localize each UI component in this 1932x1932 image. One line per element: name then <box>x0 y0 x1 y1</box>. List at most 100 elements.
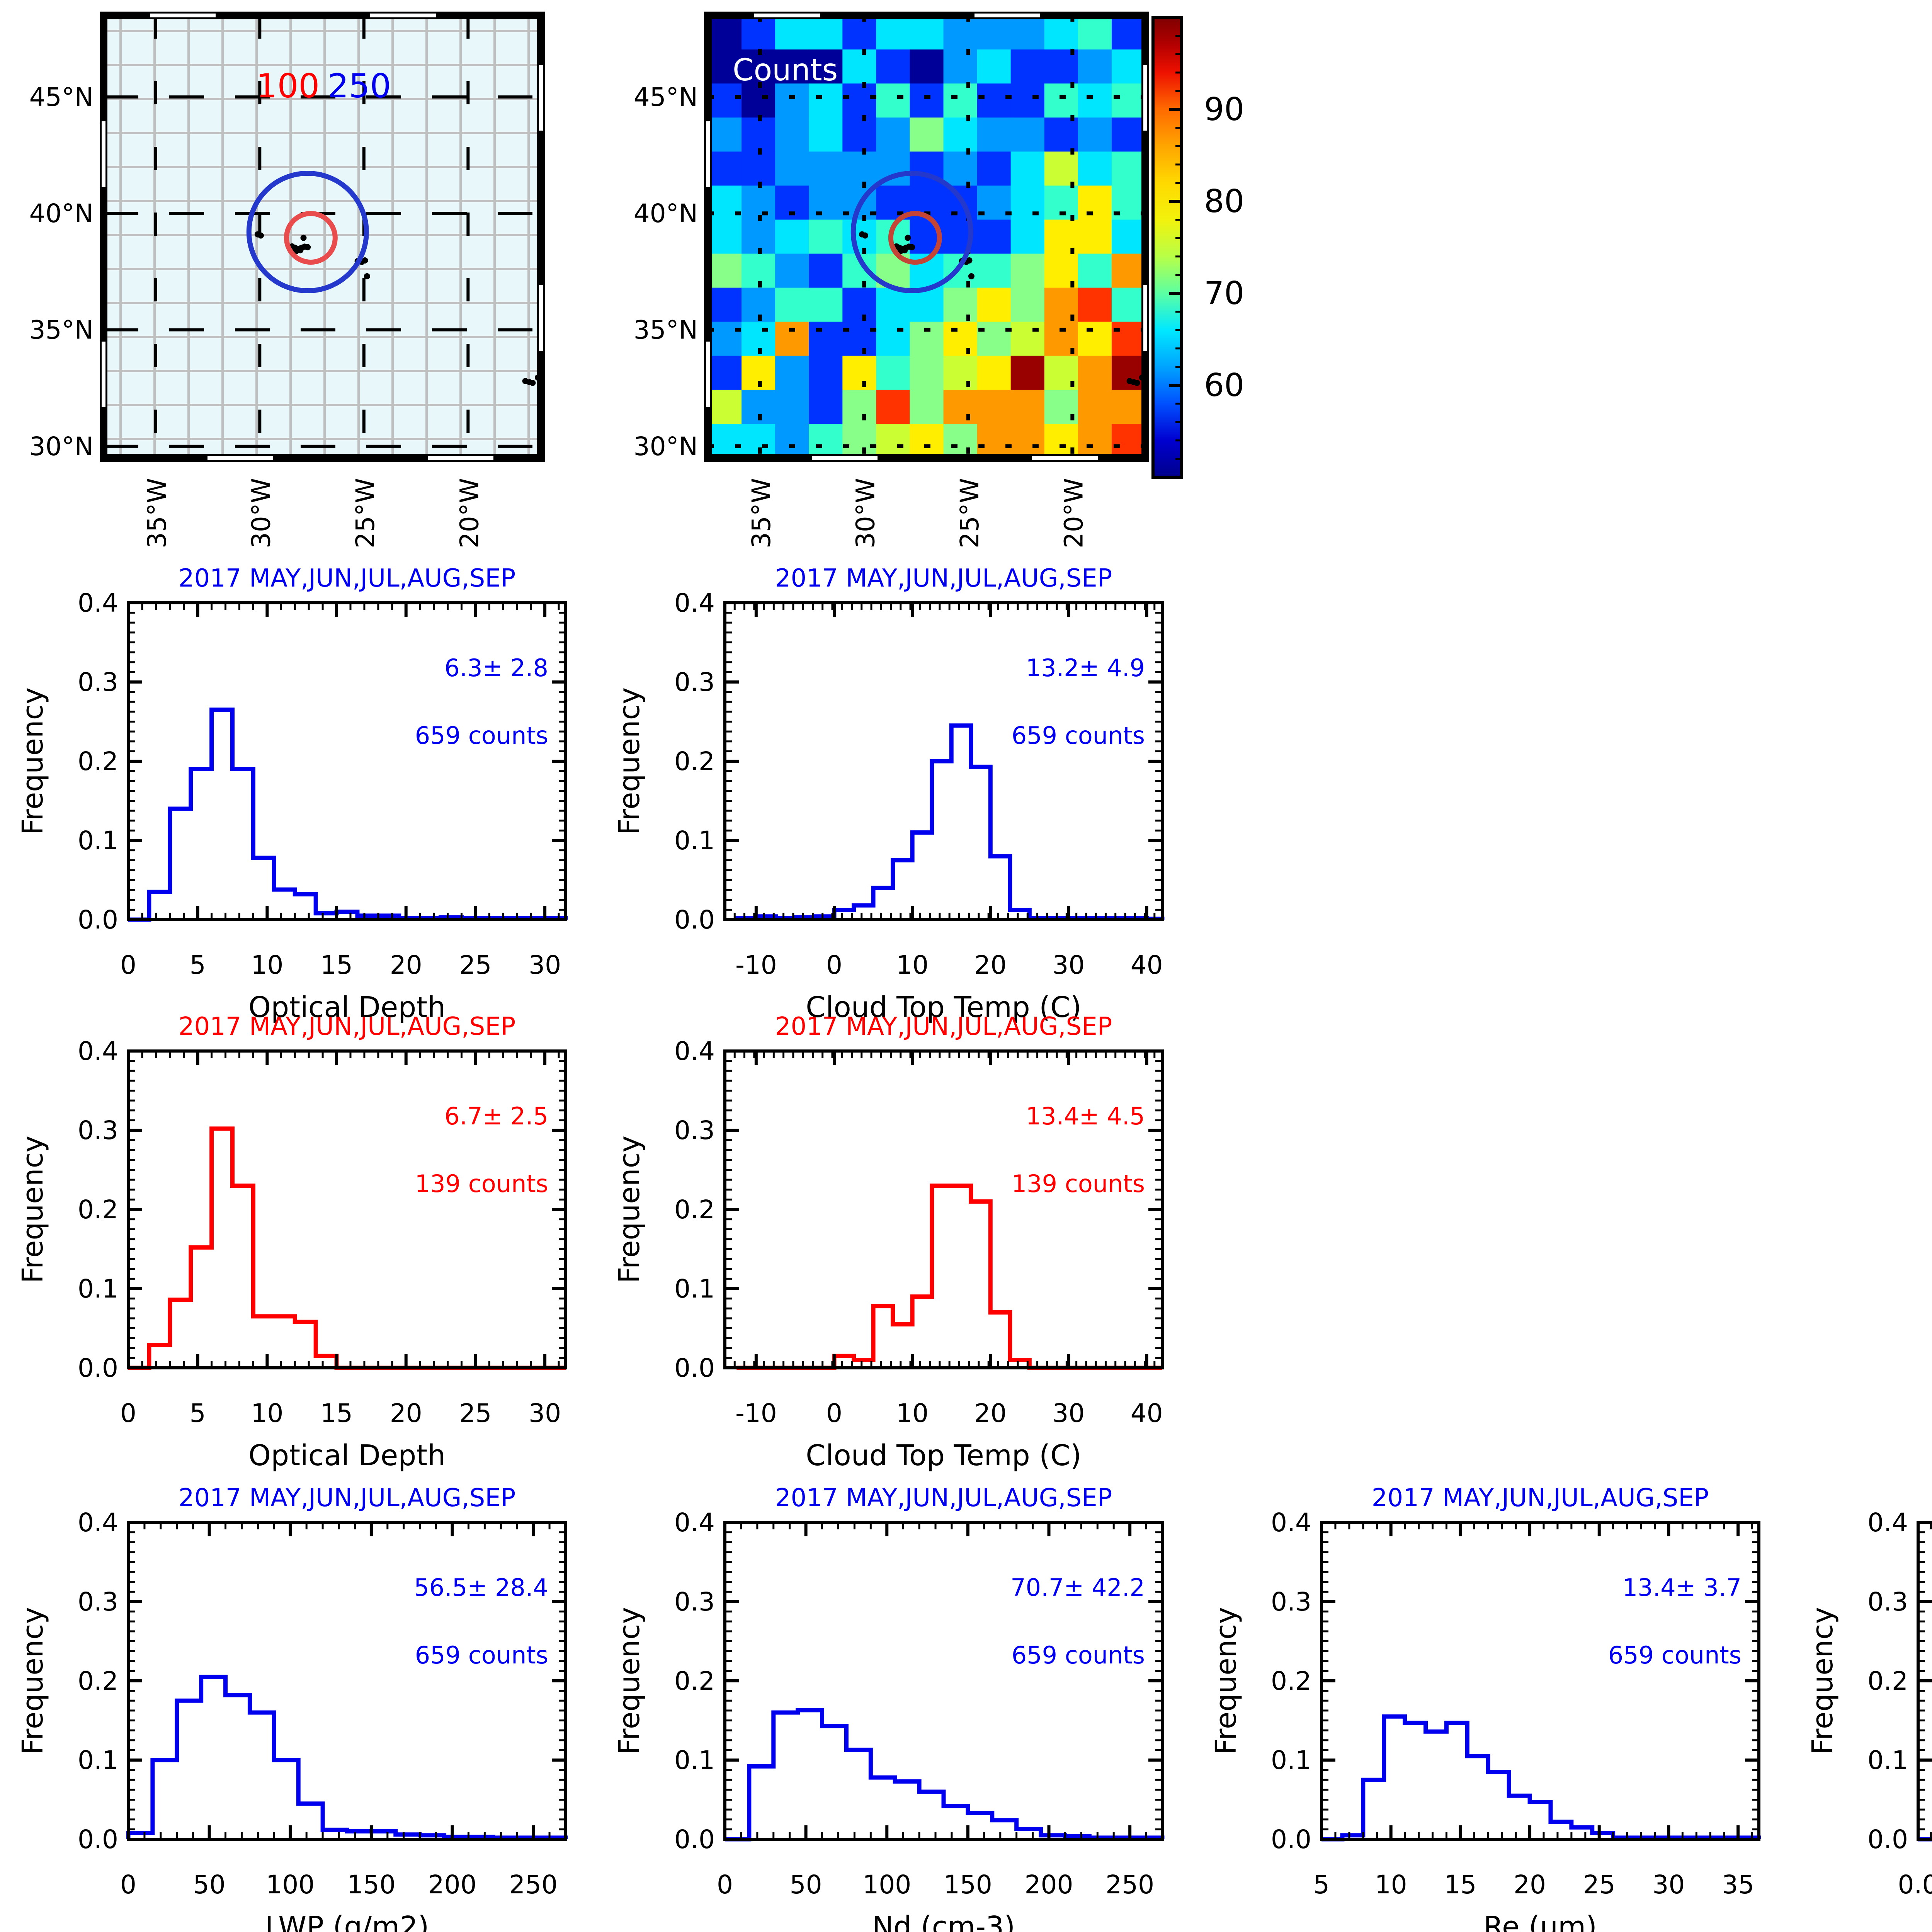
x-tick-label: 20 <box>390 1398 422 1428</box>
heatmap-cell <box>775 389 810 424</box>
island-dot <box>529 379 536 386</box>
lat-tick-label: 35°N <box>634 315 698 345</box>
heatmap-cell <box>876 423 910 458</box>
heatmap-cell <box>1044 83 1078 118</box>
x-axis-label: Cloud Top Temp (C) <box>806 991 1081 1024</box>
heatmap-cell <box>1111 253 1146 288</box>
heatmap-cell <box>943 423 978 458</box>
heatmap-cell <box>876 15 910 50</box>
y-axis-label: Frequency <box>16 1136 49 1283</box>
lat-tick-label: 30°N <box>29 432 94 461</box>
y-axis-label: Frequency <box>16 1607 49 1755</box>
x-tick-label: 0 <box>717 1870 733 1900</box>
map-ocean <box>104 15 541 458</box>
y-tick-label: 0.3 <box>1271 1587 1311 1617</box>
heatmap-cell <box>876 389 910 424</box>
heatmap-cell <box>809 423 843 458</box>
island-dot <box>901 247 908 253</box>
heatmap-cell <box>1111 151 1146 186</box>
x-tick-label: 0 <box>120 1870 136 1900</box>
stats-counts: 139 counts <box>1012 1170 1145 1198</box>
x-tick-label: 10 <box>251 950 283 980</box>
panel-title: 2017 MAY,JUN,JUL,AUG,SEP <box>775 564 1112 593</box>
lon-tick-label: 25°W <box>955 478 985 548</box>
y-tick-label: 0.4 <box>78 1508 118 1537</box>
heatmap-cell <box>977 83 1011 118</box>
colorbar-tick-label: 90 <box>1204 91 1244 128</box>
colorbar-tick-label: 60 <box>1204 367 1244 404</box>
y-tick-label: 0.0 <box>1271 1825 1311 1854</box>
overview-map: 100 250 45°N 40°N 35°N 30°N 35°W 30°W 25°W 20°W <box>29 12 545 548</box>
heatmap-cell <box>1111 117 1146 152</box>
heatmap-cell <box>1078 83 1112 118</box>
stats-mean-std: 13.2± 4.9 <box>1026 654 1145 682</box>
x-tick-label: 15 <box>320 950 353 980</box>
lon-tick-label: 25°W <box>350 478 380 548</box>
heatmap-cell <box>842 117 877 152</box>
heatmap-cell <box>775 355 810 390</box>
x-tick-label: 25 <box>1583 1870 1616 1900</box>
x-tick-label: 10 <box>1375 1870 1407 1900</box>
y-tick-label: 0.0 <box>674 1353 715 1383</box>
x-tick-label: 0 <box>120 1398 136 1428</box>
heatmap-cell <box>1078 355 1112 390</box>
colorbar-gradient <box>1153 17 1182 477</box>
map-frame <box>100 12 545 462</box>
lon-tick-label: 20°W <box>454 478 484 548</box>
y-tick-label: 0.2 <box>1867 1666 1908 1696</box>
heatmap-cell <box>1078 389 1112 424</box>
x-tick-label: 35 <box>1722 1870 1754 1900</box>
histogram-panel-optical-depth-red: 2017 MAY,JUN,JUL,AUG,SEP 6.7± 2.5 139 coun… <box>16 1012 567 1472</box>
heatmap-cell <box>842 15 877 50</box>
y-tick-label: 0.1 <box>1271 1745 1311 1775</box>
island-dot <box>909 244 915 250</box>
stats-counts: 659 counts <box>1012 1641 1145 1669</box>
heatmap-cell <box>977 15 1011 50</box>
heatmap-cell <box>842 49 877 84</box>
colorbar: 90 80 70 60 <box>1151 16 1244 479</box>
stats-mean-std: 70.7± 42.2 <box>1010 1573 1145 1602</box>
heatmap-cell <box>708 321 742 356</box>
heatmap-cell <box>1111 355 1146 390</box>
heatmap-cell <box>910 321 944 356</box>
axes-ticks <box>127 601 566 921</box>
x-tick-label: 5 <box>1313 1870 1330 1900</box>
panel-title: 2017 MAY,JUN,JUL,AUG,SEP <box>179 1484 516 1512</box>
y-tick-label: 0.2 <box>78 1666 118 1696</box>
x-tick-label: 10 <box>896 950 929 980</box>
heatmap-cell <box>1010 83 1045 118</box>
x-tick-label: 10 <box>896 1398 929 1428</box>
heatmap-cell <box>977 219 1011 254</box>
histogram-panel-nd-blue: 2017 MAY,JUN,JUL,AUG,SEP 70.7± 42.2 659 co… <box>613 1484 1165 1932</box>
heatmap-cell <box>809 253 843 288</box>
heatmap-cell <box>943 83 978 118</box>
heatmap-cell <box>1078 15 1112 50</box>
heatmap-cell <box>775 117 810 152</box>
heatmap-cell <box>842 389 877 424</box>
heatmap-cell <box>775 253 810 288</box>
heatmap-cell <box>1010 219 1045 254</box>
y-tick-label: 0.4 <box>674 588 715 618</box>
x-tick-label: 0 <box>826 1398 842 1428</box>
heatmap-cell <box>708 49 742 84</box>
axes-ticks <box>1917 1521 1932 1841</box>
y-axis-label: Frequency <box>613 1136 646 1283</box>
heatmap-cell <box>742 151 776 186</box>
heatmap-cell <box>809 389 843 424</box>
x-axis-label: Cloud Top Temp (C) <box>806 1439 1081 1472</box>
heatmap-cell <box>1111 49 1146 84</box>
heatmap-cell <box>809 117 843 152</box>
lon-tick-label: 35°W <box>142 478 172 548</box>
y-tick-label: 0.4 <box>1271 1508 1311 1537</box>
x-tick-label: 0.0 <box>1898 1870 1932 1900</box>
map-graticule-dashed <box>104 15 541 458</box>
heatmap-cell <box>977 151 1011 186</box>
heatmap-cell <box>1111 389 1146 424</box>
axes-ticks <box>127 1049 566 1369</box>
heatmap-cell <box>977 117 1011 152</box>
heatmap-cell <box>708 287 742 322</box>
x-tick-label: 5 <box>190 1398 206 1428</box>
histogram-panel-lwp-blue: 2017 MAY,JUN,JUL,AUG,SEP 56.5± 28.4 659 co… <box>16 1484 568 1932</box>
